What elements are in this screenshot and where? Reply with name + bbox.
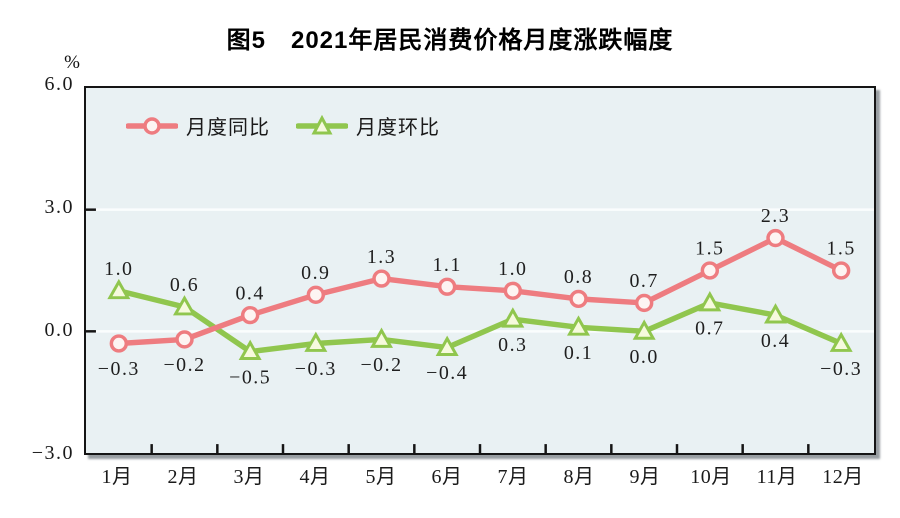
yoy-point-marker	[109, 334, 129, 353]
x-axis-tick-label: 2月	[167, 466, 199, 488]
mom-point-marker	[172, 295, 197, 316]
x-axis-tick-label: 10月	[690, 466, 732, 488]
data-label: −0.4	[426, 362, 468, 384]
y-axis-tick-label: 3.0	[44, 196, 74, 218]
data-label: 1.0	[104, 258, 133, 280]
yoy-line-circle-icon	[126, 116, 178, 135]
mom-point-marker	[238, 339, 262, 361]
data-label: 0.7	[629, 270, 658, 292]
yoy-point-marker	[372, 269, 391, 288]
x-axis-tick-label: 1月	[101, 466, 133, 488]
data-label: 2.3	[761, 205, 790, 227]
mom-point-marker	[763, 303, 788, 324]
x-axis-tick-label: 4月	[299, 466, 331, 488]
yoy-point-marker	[175, 330, 194, 349]
y-axis-tick-label: 6.0	[44, 73, 74, 95]
data-label: −0.2	[163, 354, 205, 376]
data-label: −0.5	[229, 366, 271, 388]
yoy-point-marker	[569, 289, 588, 309]
mom-point-marker	[107, 278, 131, 300]
plot-area: −0.3 −0.2 0.4 0.9 1.3 1.1 1.0 0.8 0.7 1.5 2.3 1.5 1.…	[84, 86, 876, 455]
data-label: 0.7	[695, 318, 724, 340]
data-label: −0.3	[295, 358, 337, 380]
legend-label-yoy: 月度同比	[186, 117, 270, 139]
data-label: −0.3	[98, 358, 140, 380]
yoy-point-marker	[766, 228, 785, 248]
data-label: 0.4	[761, 330, 790, 352]
y-axis-tick-label: 0.0	[44, 319, 74, 341]
data-label: −0.3	[820, 358, 862, 380]
data-label: 0.9	[301, 262, 330, 284]
data-label: 1.0	[498, 258, 527, 280]
data-label: 1.1	[432, 254, 461, 276]
mom-point-marker	[829, 331, 853, 352]
mom-point-marker	[304, 331, 328, 352]
yoy-point-marker	[503, 281, 523, 300]
x-axis-tick-label: 9月	[629, 466, 661, 488]
legend-label-mom: 月度环比	[356, 117, 440, 139]
y-axis-unit-label: %	[64, 52, 80, 73]
x-axis-tick-label: 8月	[563, 466, 595, 488]
mom-line-triangle-icon	[296, 114, 348, 134]
chart-title: 图5 2021年居民消费价格月度涨跌幅度	[226, 27, 674, 54]
yoy-point-marker	[634, 293, 654, 313]
legend: 月度同比 月度环比	[126, 111, 440, 140]
data-label: 1.5	[695, 238, 724, 260]
chart-canvas: −0.3 −0.2 0.4 0.9 1.3 1.1 1.0 0.8 0.7 1.5 2.3 1.5 1.…	[86, 205, 874, 453]
mom-point-marker	[435, 335, 459, 356]
data-label: 0.6	[170, 274, 199, 296]
data-label: 0.1	[564, 342, 593, 364]
x-axis-tick-label: 5月	[365, 466, 397, 488]
yoy-point-marker	[306, 285, 326, 304]
mom-point-marker	[698, 291, 722, 312]
yoy-point-marker	[831, 261, 851, 280]
x-axis-tick-label: 11月	[756, 466, 798, 488]
mom-point-marker	[369, 327, 394, 348]
x-axis-tick-label: 12月	[822, 466, 864, 488]
mom-point-marker	[632, 319, 656, 340]
x-axis-tick-label: 3月	[233, 466, 265, 488]
legend-item-yoy: 月度同比	[126, 111, 270, 140]
x-axis-tick-label: 7月	[497, 466, 529, 488]
data-label: 0.8	[564, 266, 593, 288]
x-axis-tick-label: 6月	[431, 466, 463, 488]
y-axis-tick-label: −3.0	[31, 442, 74, 464]
mom-point-marker	[501, 307, 525, 328]
data-label: 1.3	[367, 246, 396, 268]
yoy-point-marker	[240, 305, 260, 325]
legend-item-mom: 月度环比	[296, 111, 440, 140]
data-label: 0.4	[235, 282, 264, 304]
data-label: 0.0	[629, 346, 658, 368]
yoy-point-marker	[700, 261, 720, 280]
data-label: 1.5	[826, 238, 855, 260]
mom-point-marker	[566, 315, 591, 336]
yoy-point-marker	[437, 277, 457, 296]
data-label: 0.3	[498, 334, 527, 356]
data-label: −0.2	[360, 354, 402, 376]
